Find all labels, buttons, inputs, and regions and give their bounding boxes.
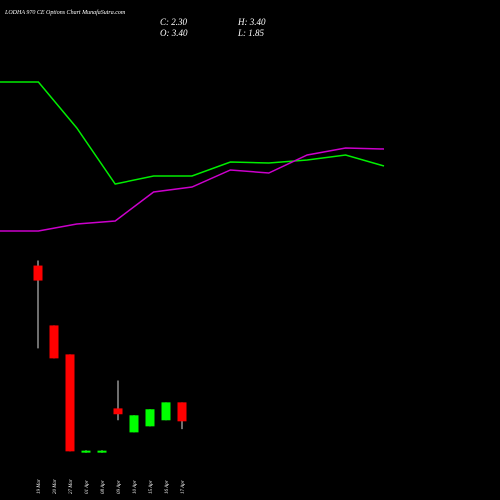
candle-body bbox=[161, 402, 171, 421]
x-tick-label: 20 Mar bbox=[53, 479, 58, 494]
indicator-line bbox=[0, 147, 385, 232]
x-tick-label: 10 Apr bbox=[133, 480, 138, 494]
x-tick-label: 19 Mar bbox=[37, 479, 42, 494]
candle-body bbox=[177, 402, 187, 422]
x-tick-label: 08 Apr bbox=[101, 480, 106, 494]
candle-body bbox=[33, 265, 43, 281]
indicator-line bbox=[0, 81, 385, 185]
candle-body bbox=[129, 415, 139, 433]
x-tick-label: 17 Apr bbox=[181, 480, 186, 494]
open-info: O: 3.40 bbox=[160, 28, 188, 38]
x-tick-label: 16 Apr bbox=[165, 480, 170, 494]
x-tick-label: 27 Mar bbox=[69, 479, 74, 494]
candle-body bbox=[145, 409, 155, 427]
x-tick-label: 09 Apr bbox=[117, 480, 122, 494]
x-tick-label: 01 Apr bbox=[85, 480, 90, 494]
candle-body bbox=[65, 354, 75, 452]
candle-body bbox=[97, 450, 107, 453]
high-info: H: 3.40 bbox=[237, 17, 266, 27]
candle-body bbox=[113, 408, 123, 415]
close-info: C: 2.30 bbox=[160, 17, 188, 27]
x-tick-label: 15 Apr bbox=[149, 480, 154, 494]
candle-body bbox=[81, 450, 91, 453]
chart-title: LODHA 970 CE Options Chart MunafaSutra.c… bbox=[4, 9, 126, 16]
low-info: L: 1.85 bbox=[237, 28, 265, 38]
candle-body bbox=[49, 325, 59, 359]
